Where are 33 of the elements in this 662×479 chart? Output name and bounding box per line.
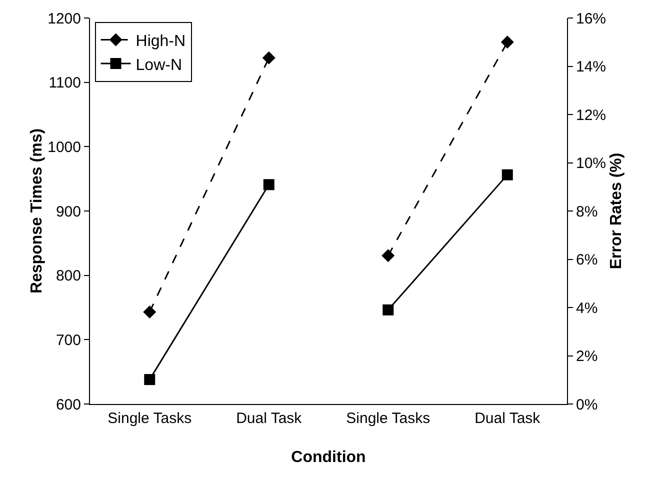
x-tick-label: Dual Task	[474, 410, 541, 427]
x-axis-title: Condition	[291, 449, 366, 466]
y-tick-label: 800	[56, 268, 81, 285]
y-tick-label: 900	[56, 203, 81, 220]
x-tick-label: Single Tasks	[108, 410, 192, 427]
y-tick-label: 1100	[48, 74, 81, 92]
legend-label: Low-N	[136, 56, 182, 74]
point	[382, 304, 394, 316]
point	[500, 36, 514, 49]
y-tick-label: 1200	[48, 10, 81, 28]
y2-axis-title: Error Rates (%)	[608, 152, 626, 270]
y2-tick-label: 0%	[576, 396, 598, 414]
y2-tick-label: 2%	[576, 348, 598, 365]
point	[263, 179, 274, 190]
y2-tick-label: 8%	[576, 203, 598, 220]
y2-tick-label: 4%	[576, 300, 598, 317]
point	[382, 249, 395, 262]
y2-tick-label: 16%	[576, 10, 606, 28]
y-axis-title: Response Times (ms)	[28, 128, 46, 294]
y-tick-label: 1000	[48, 138, 81, 156]
point	[262, 51, 276, 64]
y2-tick-label: 12%	[576, 106, 606, 124]
y-tick-label: 700	[56, 332, 81, 349]
x-tick-label: Single Tasks	[346, 410, 430, 427]
point	[143, 306, 156, 318]
y2-tick-label: 10%	[576, 155, 606, 172]
x-tick-label: Dual Task	[236, 410, 302, 427]
y2-tick-label: 6%	[576, 252, 598, 268]
y2-tick-label: 14%	[576, 58, 606, 76]
y-tick-label: 600	[56, 396, 81, 414]
point	[144, 374, 156, 386]
legend-label: High-N	[136, 33, 186, 50]
point	[502, 169, 513, 180]
